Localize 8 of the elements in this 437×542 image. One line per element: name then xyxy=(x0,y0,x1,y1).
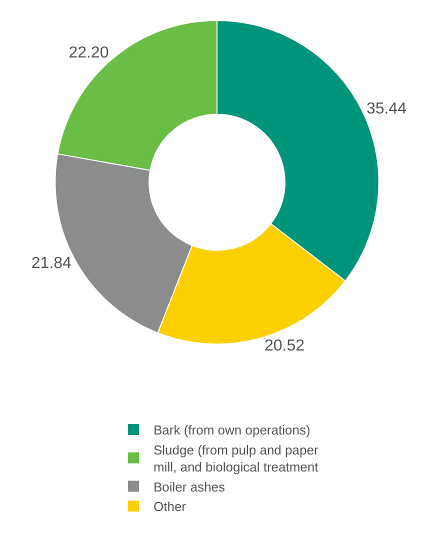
legend-label: Boiler ashes xyxy=(154,479,226,494)
legend-label: Bark (from own operations) xyxy=(154,422,310,438)
legend-label: Other xyxy=(154,499,187,514)
legend-label: Sludge (from pulp and paper mill, and biological treatment xyxy=(154,442,319,474)
data-label: 35.44 xyxy=(366,100,407,118)
data-label: 22.20 xyxy=(68,44,109,62)
data-label: 21.84 xyxy=(31,254,72,272)
data-label: 20.52 xyxy=(264,338,305,355)
